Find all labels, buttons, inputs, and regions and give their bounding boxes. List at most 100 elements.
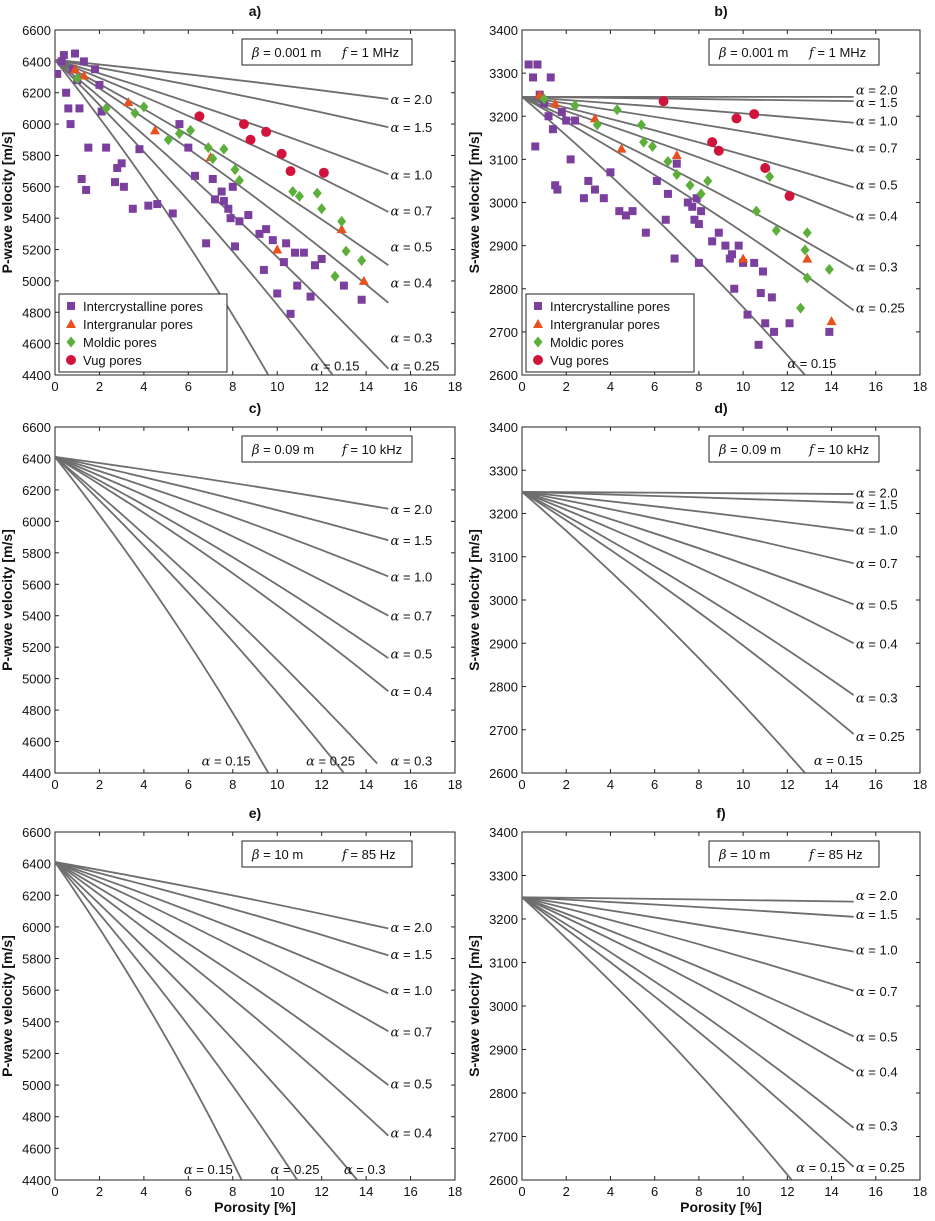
legend-label: Intergranular pores bbox=[550, 317, 660, 332]
square-point bbox=[293, 281, 302, 290]
square-point bbox=[621, 211, 630, 220]
panel-a: 0 2 4 6 8 10 12 14 16 18 4400 4600 4800 5000 5200 5400 5… bbox=[0, 3, 462, 394]
y-tick-label: 5200 bbox=[22, 640, 51, 655]
parameter-box bbox=[708, 840, 880, 868]
diamond-point bbox=[139, 101, 149, 113]
y-tick-label: 5600 bbox=[22, 983, 51, 998]
curve-label: α = 1.0 bbox=[856, 942, 898, 958]
curve-label: α = 0.5 bbox=[391, 1077, 433, 1093]
y-tick-label: 4600 bbox=[22, 1141, 51, 1156]
x-tick-label: 16 bbox=[403, 777, 417, 792]
square-point bbox=[286, 309, 295, 318]
legend-label: Intercrystalline pores bbox=[550, 299, 670, 314]
curve-label: α = 0.7 bbox=[856, 141, 898, 157]
curve-label: α = 0.3 bbox=[391, 753, 433, 769]
diamond-point bbox=[696, 188, 706, 200]
x-tick-label: 8 bbox=[695, 1184, 702, 1199]
x-tick-label: 8 bbox=[229, 379, 236, 394]
model-curve bbox=[55, 59, 270, 375]
x-tick-label: 8 bbox=[695, 777, 702, 792]
square-point bbox=[785, 319, 794, 328]
y-tick-label: 5400 bbox=[22, 211, 51, 226]
model-curve bbox=[55, 456, 378, 765]
y-tick-label: 4800 bbox=[22, 305, 51, 320]
x-tick-label: 4 bbox=[607, 379, 614, 394]
parameter-box bbox=[241, 38, 413, 66]
square-point bbox=[91, 65, 99, 74]
circle-point bbox=[318, 167, 329, 178]
x-tick-label: 0 bbox=[51, 379, 58, 394]
diamond-point bbox=[234, 175, 244, 187]
square-point bbox=[730, 284, 739, 293]
x-tick-label: 4 bbox=[140, 777, 147, 792]
y-tick-label: 2900 bbox=[489, 1043, 518, 1058]
x-tick-label: 6 bbox=[185, 379, 192, 394]
y-tick-label: 2800 bbox=[489, 1086, 518, 1101]
x-tick-label: 14 bbox=[824, 777, 838, 792]
x-tick-label: 14 bbox=[824, 379, 838, 394]
square-point bbox=[311, 261, 319, 270]
panel-f: 0 2 4 6 8 10 12 14 16 18 2600 2700 2800 2900 3000 3100 3… bbox=[466, 805, 927, 1215]
model-curve bbox=[55, 861, 389, 995]
x-tick-label: 12 bbox=[780, 1184, 794, 1199]
legend-label: Intercrystalline pores bbox=[83, 299, 203, 314]
diamond-point bbox=[647, 140, 657, 152]
x-tick-label: 16 bbox=[869, 1184, 883, 1199]
square-point bbox=[767, 293, 776, 302]
square-point bbox=[55, 69, 62, 78]
triangle-point bbox=[358, 275, 369, 285]
curve-label: α = 0.3 bbox=[856, 259, 898, 275]
triangle-point bbox=[738, 253, 749, 263]
legend-box bbox=[58, 293, 228, 373]
square-point bbox=[79, 57, 88, 66]
square-point bbox=[226, 214, 235, 223]
square-point bbox=[111, 178, 119, 187]
square-point bbox=[268, 236, 277, 245]
model-curve bbox=[55, 861, 389, 1137]
diamond-point bbox=[230, 164, 240, 176]
x-tick-label: 16 bbox=[869, 379, 883, 394]
y-tick-label: 3400 bbox=[489, 420, 518, 435]
model-curve bbox=[522, 896, 855, 1168]
y-tick-label: 6600 bbox=[22, 23, 51, 38]
square-point bbox=[117, 159, 126, 168]
x-tick-label: 10 bbox=[736, 1184, 750, 1199]
x-tick-label: 18 bbox=[448, 379, 462, 394]
x-tick-label: 14 bbox=[359, 777, 373, 792]
plot-area bbox=[522, 490, 855, 773]
y-tick-label: 3100 bbox=[489, 550, 518, 565]
circle-point bbox=[713, 145, 724, 156]
y-tick-label: 5600 bbox=[22, 577, 51, 592]
square-point bbox=[670, 254, 679, 263]
circle-point bbox=[784, 191, 795, 202]
square-point bbox=[66, 120, 75, 129]
model-curve bbox=[522, 490, 854, 565]
model-curve bbox=[55, 861, 298, 1180]
square-point bbox=[135, 145, 144, 154]
x-tick-label: 6 bbox=[651, 379, 658, 394]
square-point bbox=[544, 112, 553, 121]
curve-label: α = 0.5 bbox=[391, 646, 433, 662]
triangle-point bbox=[336, 224, 347, 234]
diamond-point bbox=[219, 143, 229, 155]
x-tick-label: 4 bbox=[140, 1184, 147, 1199]
x-tick-label: 6 bbox=[185, 777, 192, 792]
y-tick-label: 2700 bbox=[489, 325, 518, 340]
x-tick-label: 2 bbox=[96, 1184, 103, 1199]
model-curve bbox=[55, 59, 334, 375]
diamond-point bbox=[672, 168, 682, 180]
legend-circle-icon bbox=[66, 355, 76, 365]
plot-area bbox=[522, 60, 855, 375]
legend-label: Vug pores bbox=[83, 353, 142, 368]
panel-title: e) bbox=[249, 805, 261, 821]
square-point bbox=[175, 120, 184, 129]
diamond-point bbox=[294, 190, 304, 202]
curve-label: α = 0.15 bbox=[311, 359, 360, 375]
parameter-box bbox=[241, 435, 413, 463]
square-point bbox=[579, 194, 588, 203]
y-tick-label: 6600 bbox=[22, 825, 51, 840]
y-tick-label: 2600 bbox=[489, 368, 518, 383]
square-point bbox=[144, 201, 153, 210]
square-point bbox=[273, 289, 282, 298]
square-point bbox=[235, 217, 244, 226]
